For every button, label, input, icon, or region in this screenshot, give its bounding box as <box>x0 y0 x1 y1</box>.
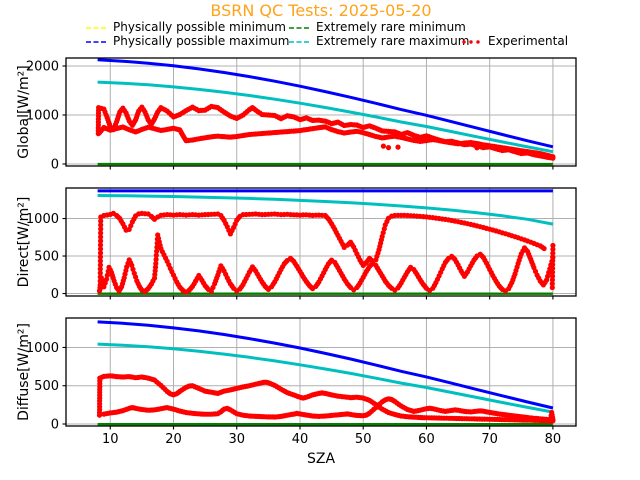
y-tick-label: 0 <box>51 157 59 172</box>
legend-dashed-sample-icon <box>86 26 108 29</box>
physically-possible-max-line <box>97 320 554 410</box>
extremely-rare-max-line <box>97 80 554 154</box>
legend-label: Physically possible minimum <box>113 20 286 34</box>
y-tick-label: 500 <box>34 250 59 265</box>
diffuse-subplot: 0 500 1000 10 20 30 40 50 60 70 80 Diffuse[W/m²] <box>16 317 577 447</box>
y-tick-label: 2000 <box>26 59 59 74</box>
x-tick-label: 50 <box>355 432 372 447</box>
diffuse-y-axis-label: Diffuse[W/m²] <box>16 323 32 421</box>
experimental-dots <box>96 373 556 424</box>
ticks <box>62 65 554 170</box>
legend-item-3: Extremely rare maximum <box>288 34 469 49</box>
legend-dashed-sample-icon <box>289 26 311 29</box>
legend-item-4: Experimental <box>460 34 568 49</box>
axes-frame <box>65 57 577 167</box>
x-tick-label: 30 <box>228 432 245 447</box>
y-tick-label: 1000 <box>26 212 59 227</box>
extremely-rare-max-line <box>97 342 554 414</box>
legend-label: Physically possible maximum <box>113 34 290 48</box>
x-tick-label: 40 <box>292 432 309 447</box>
experimental-dots <box>95 103 556 161</box>
x-tick-label: 70 <box>481 432 498 447</box>
x-axis-label: SZA <box>306 451 336 467</box>
legend-dashed-sample-icon <box>289 40 311 43</box>
legend-dashed-sample-icon <box>86 40 108 43</box>
ticks <box>62 217 554 300</box>
x-tick-label: 20 <box>165 432 182 447</box>
ticks <box>62 346 554 430</box>
legend-item-1: Physically possible maximum <box>85 34 289 49</box>
legend: Physically possible minimum Physically po… <box>0 20 640 50</box>
legend-label: Experimental <box>488 34 569 48</box>
x-tick-label: 80 <box>545 432 562 447</box>
direct-y-axis-label: Direct[W/m²] <box>16 197 32 288</box>
legend-label: Extremely rare maximum <box>316 34 470 48</box>
x-tick-label: 60 <box>418 432 435 447</box>
chart-title: BSRN QC Tests: 2025-05-20 <box>210 1 432 20</box>
y-tick-label: 1000 <box>26 108 59 123</box>
axes-frame <box>65 187 577 297</box>
extremely-rare-max-line <box>97 194 554 226</box>
legend-label: Extremely rare minimum <box>316 20 466 34</box>
legend-dotted-sample-icon <box>462 39 480 44</box>
y-tick-label: 1000 <box>26 341 59 356</box>
axes-frame <box>65 317 577 427</box>
y-tick-label: 0 <box>51 418 59 433</box>
global-y-axis-label: Global[W/m²] <box>16 65 32 158</box>
y-tick-label: 0 <box>51 287 59 302</box>
legend-item-0: Physically possible minimum <box>85 20 286 35</box>
y-tick-label: 500 <box>34 379 59 394</box>
legend-item-2: Extremely rare minimum <box>288 20 466 35</box>
physically-possible-max-line <box>97 58 554 149</box>
x-tick-label: 10 <box>102 432 119 447</box>
experimental-dots <box>96 210 556 295</box>
